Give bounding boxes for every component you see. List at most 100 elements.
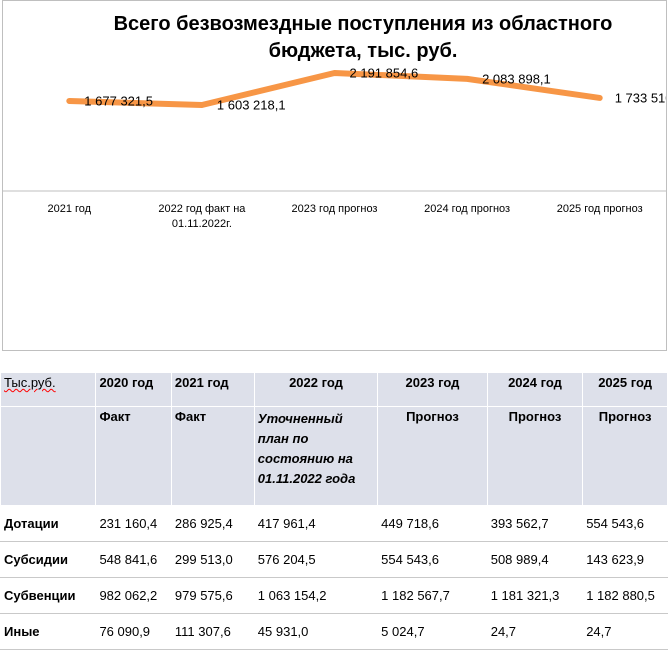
- data-cell-text: 554 543,6: [381, 552, 440, 567]
- data-cell: 1 182 567,7: [377, 577, 488, 614]
- data-cell: 576 204,5: [253, 541, 379, 578]
- data-cell: 508 989,4: [486, 541, 584, 578]
- row-label-text: Субвенции: [4, 588, 76, 603]
- year-header-text: 2024 год: [508, 375, 562, 390]
- sub-header-text: Прогноз: [508, 409, 562, 424]
- year-header: 2020 год: [95, 372, 172, 407]
- line: [66, 70, 603, 108]
- row-label: Дотации: [0, 505, 97, 542]
- data-cell-text: 417 961,4: [257, 516, 316, 531]
- data-cell: 982 062,2: [95, 577, 172, 614]
- empty-cell: [0, 406, 97, 506]
- year-header: 2024 год: [486, 372, 584, 407]
- header-row: Тыс.руб. 2020 год 2021 год 2022 год 2023 год…: [0, 372, 668, 407]
- x-tick-label: 2025 год прогноз: [556, 203, 643, 215]
- data-cell-text: 111 307,6: [174, 624, 231, 639]
- data-cell-text: 982 062,2: [99, 588, 158, 603]
- data-cell-text: 508 989,4: [490, 552, 549, 567]
- data-cell: 554 543,6: [377, 541, 488, 578]
- year-header-text: 2023 год: [405, 375, 460, 390]
- sub-header-text: Прогноз: [406, 409, 459, 424]
- sub-header-text: Уточненный план по состоянию на 01.11.20…: [257, 411, 356, 486]
- data-cell-text: 76 090,9: [99, 624, 151, 639]
- data-cell: 286 925,4: [170, 505, 255, 542]
- year-header-text: 2025 год: [598, 375, 652, 390]
- data-cell: 111 307,6: [170, 613, 255, 650]
- data-cell: 143 623,9: [582, 541, 668, 578]
- data-cell: 231 160,4: [95, 505, 172, 542]
- data-cell-text: 143 623,9: [586, 552, 645, 567]
- data-row: Субвенции 982 062,2 979 575,6 1 063 154,2 1 …: [0, 577, 668, 614]
- year-header-text: 2021 год: [174, 375, 229, 390]
- data-cell-text: 548 841,6: [99, 552, 158, 567]
- unit-cell-text: Тыс.руб.: [4, 375, 56, 390]
- data-cell: 76 090,9: [95, 613, 172, 650]
- row-label-text: Иные: [4, 624, 40, 639]
- subheader-row: Факт Факт Уточненный план по состоянию на …: [0, 406, 668, 506]
- x-tick-label: 2021 год: [47, 203, 92, 215]
- data-cell-text: 449 718,6: [381, 516, 440, 531]
- row-label-text: Дотации: [4, 516, 59, 531]
- chart-title: Всего безвозмездные поступления из облас…: [113, 13, 613, 62]
- data-cell: 1 181 321,3: [486, 577, 584, 614]
- data-cell: 979 575,6: [170, 577, 255, 614]
- year-header-text: 2020 год: [99, 375, 154, 390]
- x-tick-label: 2022 год факт на 01.11.2022г.: [158, 203, 246, 230]
- value-label: 2 191 854,6: [350, 65, 419, 80]
- data-cell-text: 1 063 154,2: [257, 588, 327, 603]
- value-label: 1 677 321,5: [84, 93, 153, 108]
- data-cell: 449 718,6: [377, 505, 488, 542]
- x-tick-label: 2024 год прогноз: [424, 203, 511, 215]
- sub-header: Прогноз: [582, 406, 668, 506]
- data-cell-text: 393 562,7: [490, 516, 549, 531]
- sub-header: Прогноз: [377, 406, 488, 506]
- data-row: Дотации 231 160,4 286 925,4 417 961,4 449 71…: [0, 505, 668, 542]
- data-cell-text: 231 160,4: [99, 516, 158, 531]
- unit-cell: Тыс.руб.: [0, 372, 97, 407]
- year-header-text: 2022 год: [289, 375, 343, 390]
- sub-header-text: Факт: [99, 409, 131, 424]
- x-tick-label: 2023 год прогноз: [291, 203, 378, 215]
- value-label: 1 733 510,3: [615, 90, 666, 105]
- data-cell: 5 024,7: [377, 613, 488, 650]
- data-cell-text: 45 931,0: [257, 624, 309, 639]
- data-cell: 1 182 880,5: [582, 577, 668, 614]
- year-header: 2021 год: [170, 372, 255, 407]
- data-cell-text: 286 925,4: [174, 516, 233, 531]
- value-label: 2 083 898,1: [482, 71, 551, 86]
- row-label-text: Субсидии: [4, 552, 68, 567]
- year-header: 2022 год: [253, 372, 379, 407]
- data-row: Иные 76 090,9 111 307,6 45 931,0 5 024,7 24,7…: [0, 613, 668, 650]
- sub-header: Прогноз: [486, 406, 584, 506]
- year-header: 2023 год: [377, 372, 488, 407]
- data-cell: 24,7: [486, 613, 584, 650]
- data-row: Субсидии 548 841,6 299 513,0 576 204,5 554 5…: [0, 541, 668, 578]
- sub-header: Уточненный план по состоянию на 01.11.20…: [253, 406, 379, 506]
- data-cell-text: 299 513,0: [174, 552, 233, 567]
- row-label: Иные: [0, 613, 97, 650]
- chart: Всего безвозмездные поступления из облас…: [2, 0, 667, 351]
- data-cell-text: 1 182 567,7: [381, 588, 450, 603]
- chart-plot: 1 677 321,5 1 603 218,1 2 191 854,6 2 083 8…: [3, 65, 666, 192]
- row-label: Субвенции: [0, 577, 97, 614]
- data-cell: 45 931,0: [253, 613, 379, 650]
- data-cell-text: 979 575,6: [174, 588, 233, 603]
- sub-header-text: Прогноз: [598, 409, 652, 424]
- data-cell-text: 1 182 880,5: [586, 588, 655, 603]
- year-header: 2025 год: [582, 372, 668, 407]
- data-cell: 1 063 154,2: [253, 577, 379, 614]
- sub-header: Факт: [170, 406, 255, 506]
- data-cell: 24,7: [582, 613, 668, 650]
- data-cell: 393 562,7: [486, 505, 584, 542]
- sub-header: Факт: [95, 406, 172, 506]
- data-cell-text: 24,7: [586, 624, 612, 639]
- data-cell-text: 576 204,5: [257, 552, 316, 567]
- value-label: 1 603 218,1: [217, 97, 286, 112]
- row-label: Субсидии: [0, 541, 97, 578]
- data-cell-text: 24,7: [490, 624, 517, 639]
- data-cell: 299 513,0: [170, 541, 255, 578]
- data-cell: 548 841,6: [95, 541, 172, 578]
- data-cell-text: 1 181 321,3: [490, 588, 560, 603]
- data-cell: 554 543,6: [582, 505, 668, 542]
